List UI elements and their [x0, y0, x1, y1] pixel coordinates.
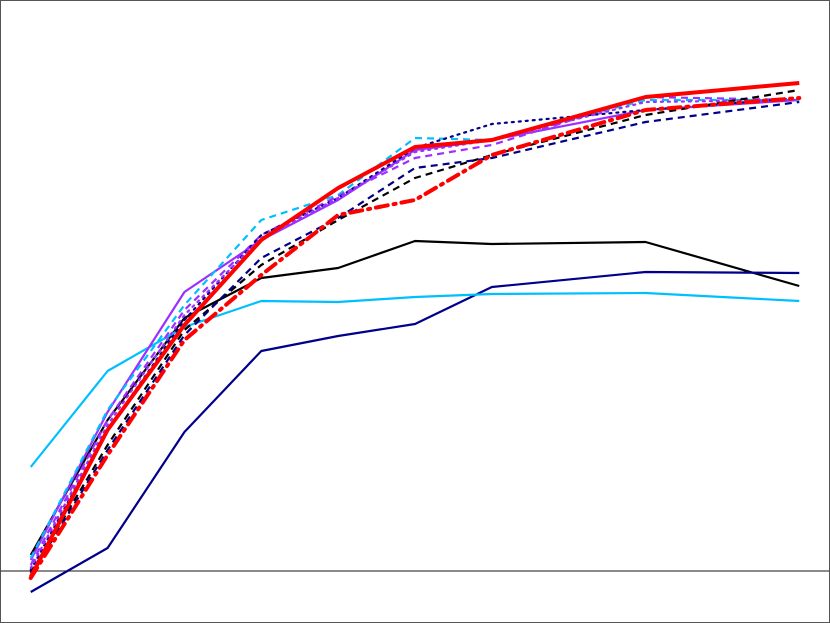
- series-line-3: [29, 291, 800, 468]
- series-line-9: [29, 88, 800, 574]
- series-line-2: [30, 270, 800, 593]
- series-line-11: [28, 96, 802, 580]
- series-line-8: [29, 98, 801, 570]
- series-line-12: [28, 81, 800, 578]
- series-line-1: [29, 239, 800, 556]
- series-layer: [28, 81, 802, 593]
- series-line-4: [29, 98, 800, 561]
- series-line-10: [29, 100, 800, 576]
